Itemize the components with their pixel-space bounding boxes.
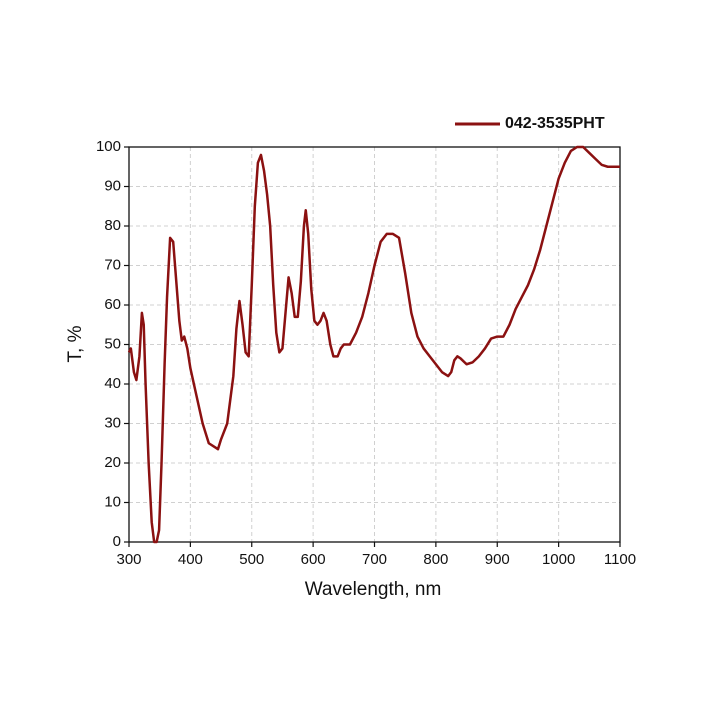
y-tick-label: 10: [104, 493, 121, 510]
y-tick-label: 40: [104, 375, 121, 392]
x-tick-label: 300: [116, 551, 141, 568]
y-tick-label: 100: [96, 138, 121, 155]
y-axis-label: T, %: [65, 325, 86, 362]
y-tick-label: 0: [113, 533, 121, 550]
x-tick-label: 1000: [542, 551, 575, 568]
y-tick-label: 60: [104, 296, 121, 313]
y-tick-label: 30: [104, 414, 121, 431]
x-tick-label: 800: [423, 551, 448, 568]
x-axis-label: Wavelength, nm: [305, 579, 442, 600]
legend-label: 042-3535PHT: [505, 115, 605, 132]
y-tick-label: 90: [104, 177, 121, 194]
x-tick-label: 400: [178, 551, 203, 568]
x-tick-label: 500: [239, 551, 264, 568]
x-tick-label: 900: [485, 551, 510, 568]
y-tick-label: 70: [104, 256, 121, 273]
x-tick-label: 1100: [604, 551, 636, 568]
plot-frame: [128, 146, 621, 543]
x-tick-label: 600: [301, 551, 326, 568]
y-tick-label: 50: [104, 335, 121, 352]
data-line: [127, 145, 620, 544]
x-tick-label: 700: [362, 551, 387, 568]
y-tick-label: 80: [104, 217, 121, 234]
y-tick-label: 20: [104, 454, 121, 471]
